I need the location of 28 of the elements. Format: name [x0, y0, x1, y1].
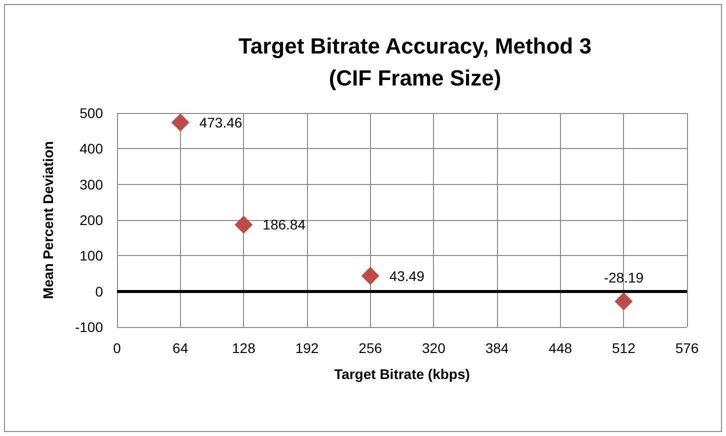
x-tick-label: 448: [548, 340, 572, 356]
point: [361, 266, 380, 285]
x-tick-label: 576: [675, 340, 699, 356]
x-tick-label: 384: [485, 340, 509, 356]
y-tick-label: 300: [80, 176, 104, 192]
point: [614, 292, 633, 310]
y-tick-label: 200: [80, 212, 104, 228]
y-tick-label: -100: [74, 319, 104, 335]
data-label: 473.46: [199, 114, 242, 130]
y-axis-title: Mean Percent Deviation: [40, 141, 56, 299]
x-tick-label: 320: [422, 340, 446, 356]
point: [234, 216, 253, 234]
x-tick-label: 256: [358, 340, 382, 356]
y-tick-label: 0: [95, 283, 104, 300]
x-tick-label: 128: [232, 340, 256, 356]
data-label: -28.19: [604, 269, 644, 286]
x-tick-label: 64: [172, 340, 188, 356]
chart-title: Target Bitrate Accuracy, Method 3 (CIF Frame Size): [238, 34, 592, 90]
y-tick-label: 100: [80, 248, 104, 264]
y-tick-label: 400: [80, 140, 104, 157]
x-tick-label: 0: [113, 340, 122, 356]
data-label: 186.84: [262, 216, 306, 233]
point: [171, 113, 190, 132]
x-tick-label: 192: [295, 340, 319, 356]
data-label: 43.49: [389, 268, 425, 284]
x-tick-label: 512: [612, 340, 636, 356]
y-tick-label: 500: [80, 105, 104, 121]
x-axis-title: Target Bitrate (kbps): [334, 366, 470, 382]
